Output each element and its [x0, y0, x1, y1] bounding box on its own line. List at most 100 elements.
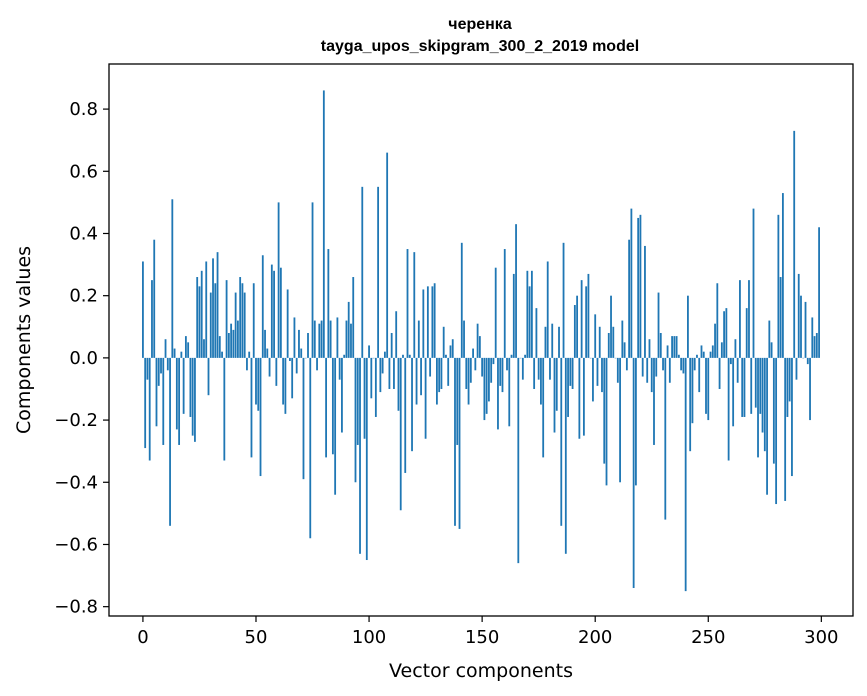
bar: [404, 357, 407, 473]
bar: [494, 267, 497, 358]
bar: [218, 336, 221, 358]
bar: [236, 320, 239, 358]
bar: [361, 186, 364, 358]
bar: [488, 357, 490, 402]
x-tick-label: 250: [691, 627, 725, 648]
bar: [261, 255, 264, 358]
y-tick-label: 0.2: [69, 286, 98, 307]
bar: [585, 286, 588, 358]
x-tick-label: 200: [578, 627, 612, 648]
bar: [359, 357, 361, 554]
bar: [560, 357, 563, 526]
bar: [483, 357, 486, 421]
bar: [277, 202, 280, 358]
bar: [628, 239, 631, 358]
bar: [300, 348, 303, 358]
y-tick-label: 0.8: [69, 99, 98, 120]
bar: [551, 323, 554, 358]
bar: [775, 357, 778, 505]
bar: [693, 357, 696, 371]
x-tick-label: 50: [245, 627, 268, 648]
bar: [191, 357, 194, 436]
bar: [698, 357, 701, 393]
bar: [687, 295, 689, 358]
bar: [784, 357, 787, 501]
bar: [741, 357, 744, 417]
bar: [671, 336, 673, 358]
bar: [770, 342, 773, 358]
bar: [718, 357, 721, 389]
bar: [716, 283, 719, 358]
bar: [763, 357, 766, 452]
bar: [499, 357, 502, 386]
bar: [354, 357, 357, 483]
bar: [702, 351, 705, 358]
bar: [582, 357, 585, 436]
bar: [243, 292, 246, 358]
bar: [194, 357, 196, 442]
bar: [791, 357, 793, 477]
bar: [546, 261, 549, 358]
bar: [322, 90, 325, 358]
bar: [644, 245, 646, 358]
y-tick-label: −0.2: [54, 410, 98, 431]
bar: [677, 354, 680, 358]
bar: [653, 357, 655, 445]
y-tick-label: 0.0: [69, 348, 98, 369]
bar: [664, 357, 667, 520]
bar: [465, 357, 468, 389]
bar: [754, 357, 757, 408]
bar: [433, 283, 436, 358]
bar: [777, 214, 780, 358]
bar: [171, 199, 174, 358]
bar: [458, 357, 461, 529]
bar: [184, 336, 187, 358]
bar: [472, 348, 474, 358]
bar: [214, 283, 217, 358]
bar: [386, 152, 389, 358]
bar: [284, 357, 287, 414]
bar: [377, 186, 380, 358]
bar: [580, 280, 583, 358]
bar: [429, 357, 432, 377]
bar: [352, 277, 355, 358]
bar: [426, 286, 429, 358]
bar: [752, 208, 755, 358]
bar: [757, 357, 759, 458]
y-tick-label: −0.6: [54, 534, 98, 555]
bar: [503, 249, 506, 358]
bar: [512, 273, 515, 358]
bar: [739, 280, 741, 358]
bar: [492, 357, 495, 365]
bar: [291, 357, 294, 399]
bar: [162, 357, 165, 445]
y-tick-label: −0.4: [54, 472, 98, 493]
bar: [189, 357, 192, 417]
bar: [331, 357, 334, 455]
bar: [286, 289, 289, 358]
bar: [338, 357, 341, 380]
bar: [635, 357, 637, 486]
bar: [316, 357, 318, 371]
bar: [528, 286, 531, 358]
bar: [650, 357, 653, 393]
bar: [182, 357, 185, 414]
bar: [601, 357, 603, 393]
x-tick-label: 100: [352, 627, 386, 648]
bar: [621, 320, 624, 358]
bar: [569, 357, 572, 386]
bar: [212, 258, 214, 358]
bar: [571, 357, 574, 389]
bar: [334, 357, 337, 495]
bar: [720, 342, 723, 358]
bar: [178, 357, 181, 445]
bar: [151, 280, 153, 358]
bar: [526, 270, 529, 358]
bar: [413, 252, 416, 358]
bar: [793, 130, 796, 358]
y-axis-ticks: −0.8 −0.6 −0.4 −0.2 0.0 0.2 0.4 0.6 0.8: [54, 99, 109, 618]
bar: [736, 357, 739, 383]
bar: [696, 354, 698, 358]
bar: [370, 357, 373, 399]
